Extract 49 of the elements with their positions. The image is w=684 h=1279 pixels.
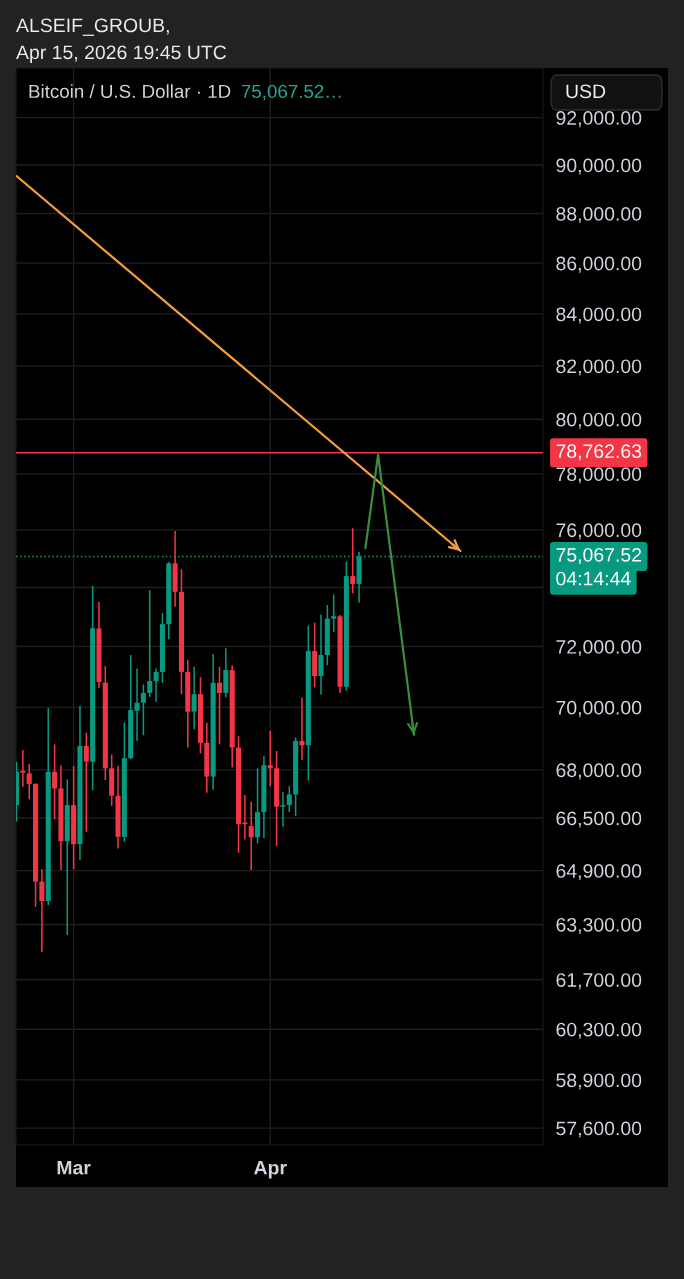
- candlestick: [83, 732, 89, 833]
- candlestick: [140, 683, 146, 737]
- text: 04:14:44: [556, 571, 631, 586]
- candlestick: [52, 743, 58, 821]
- y-tick-label: 72,000.00: [556, 640, 642, 657]
- y-tick-label: 64,900.00: [556, 864, 642, 881]
- candlestick: [280, 791, 286, 828]
- annotation: 75,067.52…: [241, 84, 341, 101]
- y-tick-label: 86,000.00: [556, 256, 642, 273]
- x-tick-label: Apr: [253, 1160, 287, 1179]
- candlestick: [318, 613, 324, 696]
- text: USD: [566, 84, 606, 99]
- y-tick-label: 84,000.00: [556, 307, 642, 324]
- candlestick: [223, 647, 229, 699]
- y-tick-label: 57,600.00: [556, 1121, 642, 1138]
- candlestick: [191, 665, 197, 731]
- y-tick-label: 80,000.00: [556, 412, 642, 429]
- candlestick: [216, 665, 223, 746]
- y-tick-label: 63,300.00: [556, 917, 642, 934]
- candlestick: [153, 667, 159, 703]
- y-tick-label: 60,300.00: [556, 1022, 642, 1039]
- candlestick: [39, 868, 45, 953]
- candlestick: [134, 667, 140, 742]
- candlestick: [26, 763, 32, 801]
- candlestick: [20, 749, 26, 788]
- ref-line-label: 78,762.63: [556, 444, 642, 461]
- text: Bitcoin / U.S. Dollar · 1D: [29, 84, 231, 99]
- y-tick-label: 88,000.00: [556, 207, 642, 224]
- candlestick: [147, 589, 153, 698]
- y-tick-label: 68,000.00: [556, 763, 642, 780]
- x-tick-label: Mar: [57, 1160, 91, 1175]
- candlestick: [299, 696, 305, 761]
- y-tick-label: 61,700.00: [556, 973, 642, 990]
- y-tick-label: 92,000.00: [556, 111, 642, 128]
- candlestick: [267, 730, 273, 787]
- text: Apr 15, 2026 19:45 UTC: [16, 45, 227, 64]
- y-tick-label: 82,000.00: [556, 359, 642, 376]
- ref-line-label: 75,067.52: [556, 547, 642, 565]
- candlestick: [248, 801, 254, 871]
- y-tick-label: 66,500.00: [556, 811, 642, 828]
- text: ALSEIF_GROUB,: [16, 18, 169, 36]
- candlestick: [350, 527, 356, 595]
- y-tick-label: 76,000.00: [556, 523, 642, 540]
- candlestick: [331, 593, 337, 633]
- candlestick: [286, 785, 292, 813]
- y-tick-label: 70,000.00: [556, 700, 642, 717]
- y-tick-label: 90,000.00: [556, 158, 642, 175]
- y-tick-label: 78,000.00: [556, 467, 642, 484]
- y-tick-label: 58,900.00: [556, 1073, 642, 1090]
